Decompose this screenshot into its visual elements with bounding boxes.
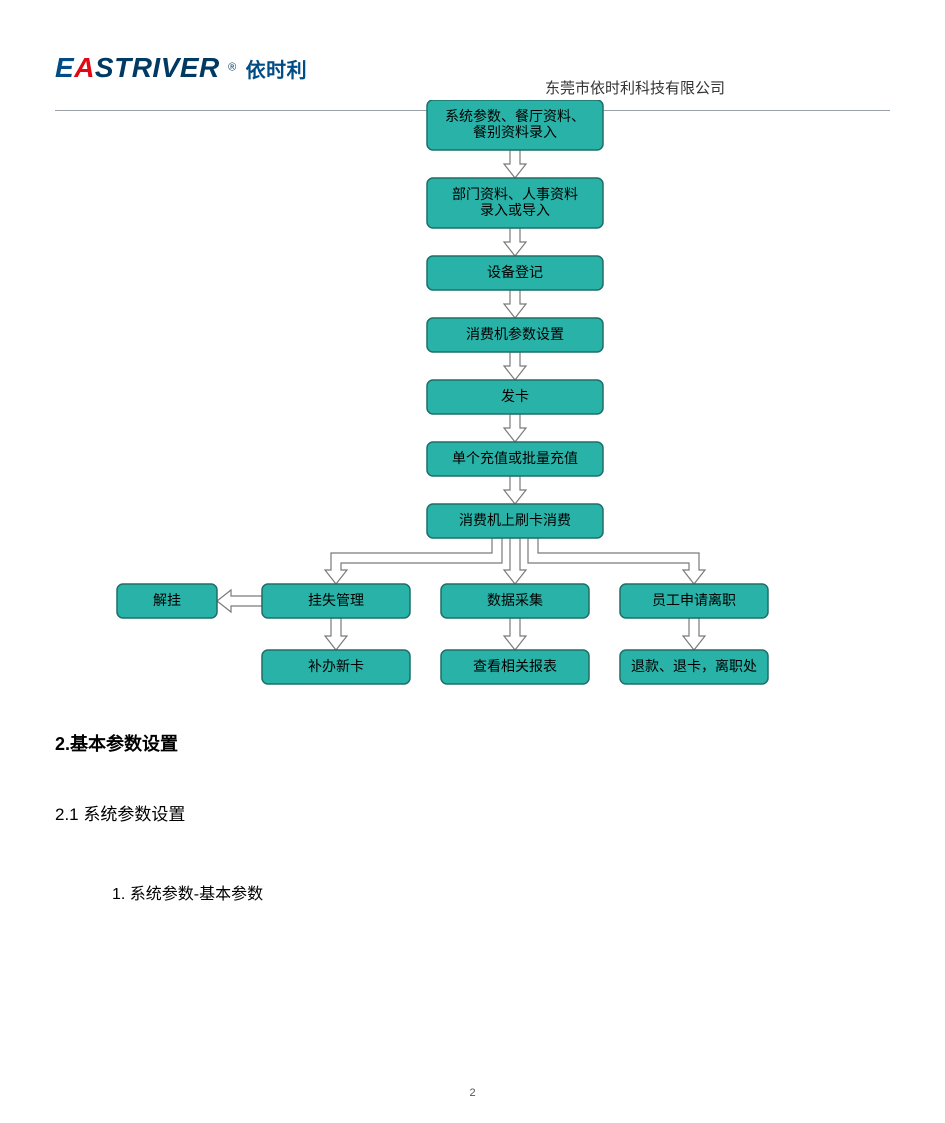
logo-cn: 依时利	[246, 60, 308, 82]
section-heading-2: 2.基本参数设置	[55, 730, 178, 756]
company-name: 东莞市依时利科技有限公司	[545, 77, 725, 98]
logo-reg: ®	[228, 62, 237, 74]
arrow-down	[325, 618, 347, 650]
flow-node-label: 查看相关报表	[473, 658, 557, 674]
flow-node-label: 消费机参数设置	[466, 326, 564, 342]
arrow-down	[504, 618, 526, 650]
logo-letter-e: E	[55, 52, 74, 83]
logo-letter-a: A	[74, 52, 95, 83]
subsection-heading-2-1: 2.1 系统参数设置	[55, 800, 185, 825]
flowchart-svg: 系统参数、餐厅资料、餐别资料录入部门资料、人事资料录入或导入设备登记消费机参数设…	[0, 100, 945, 690]
logo: EASTRIVER ® 依时利	[55, 52, 307, 84]
flow-node-label: 员工申请离职	[652, 592, 736, 608]
arrow-fan	[504, 538, 526, 584]
flow-node-label: 系统参数、餐厅资料、	[445, 108, 585, 124]
flow-node-label: 消费机上刷卡消费	[459, 512, 571, 528]
logo-rest: STRIVER	[95, 52, 220, 83]
flow-node-label: 补办新卡	[308, 658, 364, 674]
arrow-down	[504, 290, 526, 318]
flow-node-label: 数据采集	[487, 592, 543, 608]
arrow-down	[683, 618, 705, 650]
flowchart: 系统参数、餐厅资料、餐别资料录入部门资料、人事资料录入或导入设备登记消费机参数设…	[0, 100, 945, 690]
flow-node-label: 设备登记	[487, 264, 543, 280]
flow-node-label: 发卡	[501, 388, 529, 404]
flow-node-label: 餐别资料录入	[473, 124, 557, 140]
arrow-down	[504, 352, 526, 380]
arrow-fan	[528, 538, 705, 584]
flow-node-label: 部门资料、人事资料	[452, 186, 578, 202]
list-item-1: 1. 系统参数-基本参数	[112, 880, 263, 904]
arrow-down	[504, 414, 526, 442]
arrow-left	[217, 590, 262, 612]
flow-node-label: 挂失管理	[308, 592, 364, 608]
arrow-down	[504, 476, 526, 504]
arrow-down	[504, 228, 526, 256]
flow-node-label: 退款、退卡，离职处	[631, 658, 757, 674]
flow-node-label: 录入或导入	[480, 202, 550, 218]
arrow-down	[504, 150, 526, 178]
flow-node-label: 单个充值或批量充值	[452, 450, 578, 466]
flow-node-label: 解挂	[153, 592, 181, 608]
arrow-fan	[325, 538, 502, 584]
page-number: 2	[0, 1087, 945, 1099]
